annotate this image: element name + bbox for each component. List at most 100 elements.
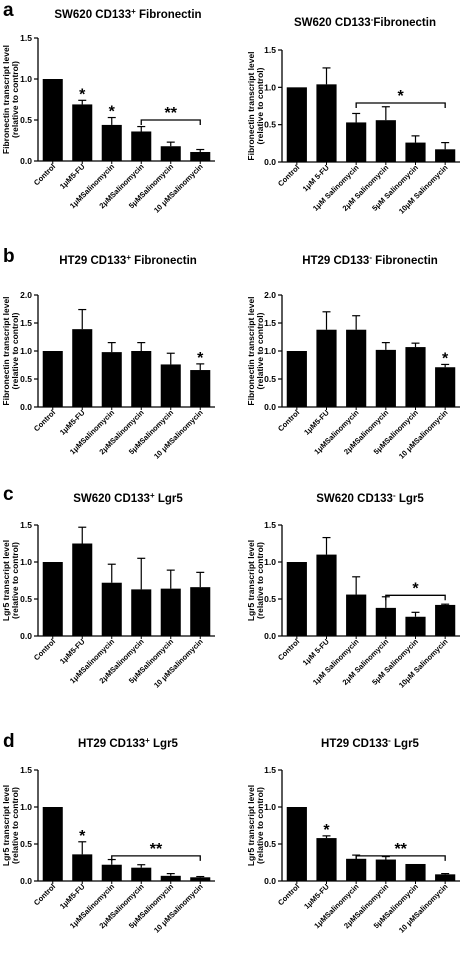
bar xyxy=(435,367,456,407)
bar xyxy=(405,142,426,162)
bar xyxy=(131,131,152,161)
y-tick-label: 2.0 xyxy=(264,290,276,300)
error-bar xyxy=(352,112,361,123)
significance-star: * xyxy=(79,828,86,845)
error-bar xyxy=(441,363,450,368)
y-axis-label-line: Fibronectin transcript level xyxy=(1,45,11,154)
y-axis-label-line: Fibronectin transcript level xyxy=(246,296,256,405)
y-axis-label-line: (relative to control) xyxy=(10,61,20,138)
bar xyxy=(316,554,337,636)
bracket-star: ** xyxy=(150,841,163,858)
title-part: SW620 CD133 xyxy=(73,493,150,505)
y-tick-label: 1.0 xyxy=(264,82,276,92)
bar xyxy=(131,351,152,407)
title-superscript: - xyxy=(371,15,374,24)
y-tick-label: 0.0 xyxy=(20,156,32,166)
y-tick-label: 0.0 xyxy=(20,402,32,412)
y-tick-label: 2.0 xyxy=(20,290,32,300)
bar xyxy=(101,864,122,881)
x-tick-label: Control xyxy=(32,408,57,433)
error-bar xyxy=(137,557,146,590)
x-tick-label: Control xyxy=(32,637,57,662)
title-part: Lgr5 xyxy=(391,738,420,750)
bar xyxy=(72,543,93,636)
title-part: SW620 CD133 xyxy=(54,9,131,21)
y-tick-label: 0.0 xyxy=(264,631,276,641)
y-tick-label: 1.5 xyxy=(20,765,32,775)
error-bar xyxy=(441,603,450,605)
significance-bracket xyxy=(140,119,201,125)
bar xyxy=(375,349,396,407)
bar xyxy=(42,807,63,881)
bar xyxy=(346,594,367,636)
bar xyxy=(101,582,122,636)
bar xyxy=(42,351,63,407)
x-tick-label: Control xyxy=(276,163,301,188)
error-bar xyxy=(322,311,331,330)
bar xyxy=(286,562,307,636)
x-tick-label: 1μM5-FU xyxy=(58,162,87,191)
title-superscript: + xyxy=(126,253,131,262)
x-tick-label: 1μM5-FU xyxy=(302,882,331,911)
x-tick-label: Control xyxy=(32,162,57,187)
y-tick-label: 1.5 xyxy=(264,520,276,530)
x-tick-label: 1μM5-FU xyxy=(58,637,87,666)
y-axis-label-line: Lgr5 transcript level xyxy=(246,540,256,621)
bar xyxy=(72,104,93,161)
title-part: HT29 CD133 xyxy=(302,255,369,267)
bracket-star: ** xyxy=(394,841,407,858)
title-part: Lgr5 xyxy=(396,493,425,505)
error-bar xyxy=(381,855,390,860)
bracket-star: * xyxy=(398,88,405,105)
error-bar xyxy=(322,536,331,555)
title-part: SW620 CD133 xyxy=(294,17,371,29)
bar xyxy=(316,838,337,881)
bar xyxy=(160,146,181,161)
bar xyxy=(346,122,367,162)
error-bar xyxy=(381,106,390,121)
title-part: HT29 CD133 xyxy=(59,255,126,267)
bar xyxy=(435,604,456,636)
chart-title: HT29 CD133- Lgr5 xyxy=(321,736,420,751)
y-tick-label: 1.0 xyxy=(264,557,276,567)
y-tick-label: 1.0 xyxy=(20,346,32,356)
error-bar xyxy=(411,135,420,143)
y-tick-label: 1.0 xyxy=(20,802,32,812)
y-tick-label: 0.0 xyxy=(264,157,276,167)
title-superscript: + xyxy=(145,736,150,745)
chart-title: HT29 CD133+ Fibronectin xyxy=(59,253,197,268)
title-superscript: + xyxy=(150,491,155,500)
y-axis-label-line: (relative to control) xyxy=(255,67,265,144)
error-bar xyxy=(322,67,331,85)
error-bar xyxy=(411,611,420,617)
error-bar xyxy=(196,148,205,152)
chart-title: SW620 CD133-Fibronectin xyxy=(294,15,436,30)
error-bar xyxy=(166,352,175,365)
bar xyxy=(101,352,122,407)
error-bar xyxy=(322,835,331,839)
y-tick-label: 1.5 xyxy=(264,318,276,328)
title-part: Lgr5 xyxy=(150,738,179,750)
y-tick-label: 0.5 xyxy=(264,374,276,384)
x-tick-label: Control xyxy=(32,882,57,907)
y-tick-label: 0.5 xyxy=(264,594,276,604)
error-bar xyxy=(78,308,87,330)
bracket-star: ** xyxy=(165,105,178,122)
bar xyxy=(405,616,426,636)
y-tick-label: 0.0 xyxy=(264,402,276,412)
bar xyxy=(405,863,426,881)
error-bar xyxy=(166,569,175,589)
error-bar xyxy=(107,563,116,583)
error-bar xyxy=(137,864,146,868)
bar xyxy=(101,124,122,161)
x-tick-label: 1μM5-FU xyxy=(58,882,87,911)
title-part: SW620 CD133 xyxy=(316,493,393,505)
bar xyxy=(316,329,337,407)
bar xyxy=(72,329,93,407)
y-tick-label: 0.5 xyxy=(20,374,32,384)
bar xyxy=(131,589,152,636)
bar xyxy=(42,562,63,636)
bar xyxy=(375,607,396,636)
title-part: Lgr5 xyxy=(155,493,184,505)
